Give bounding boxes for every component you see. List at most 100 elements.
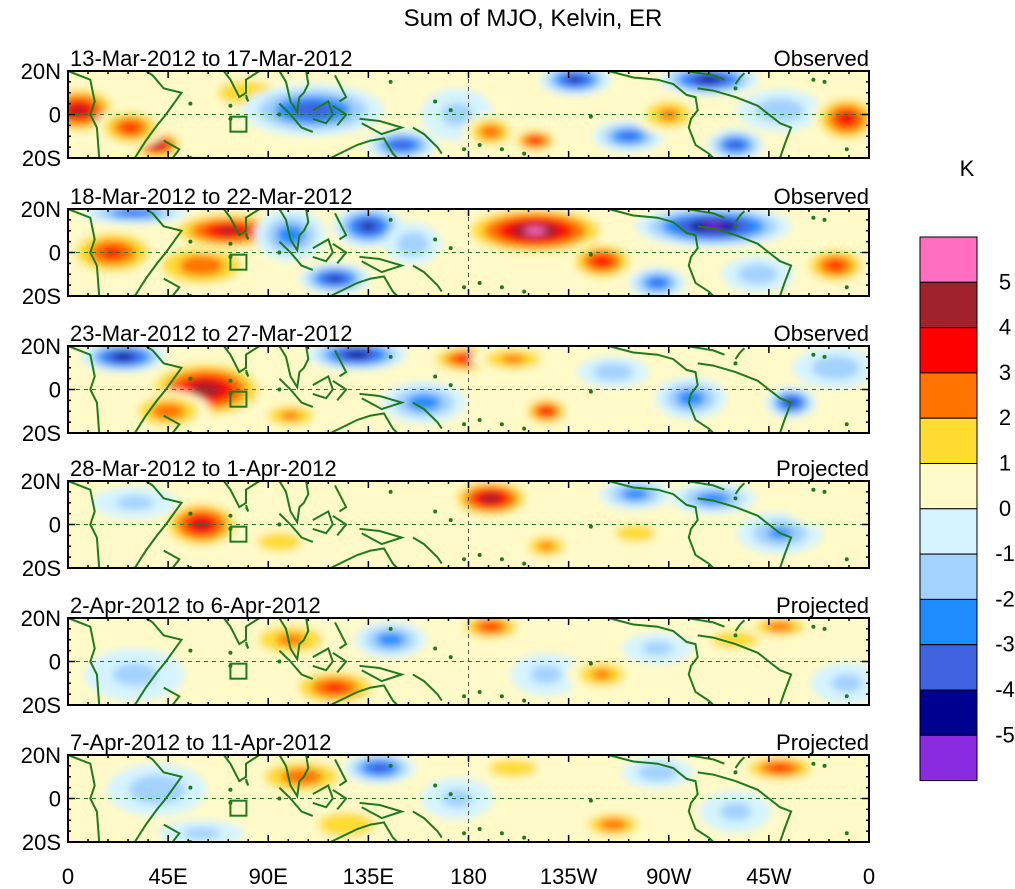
y-tick-label: 20N — [21, 606, 61, 631]
coastline — [278, 71, 310, 116]
anomaly-contour — [151, 403, 185, 420]
anomaly-contour — [324, 683, 346, 692]
island — [188, 511, 193, 516]
panel-date-range: 28-Mar-2012 to 1-Apr-2012 — [70, 456, 337, 481]
anomaly-contour — [828, 261, 844, 270]
coastline — [68, 71, 101, 158]
coastline — [278, 512, 314, 543]
y-tick-label: 20S — [22, 421, 61, 446]
colorbar-swatch — [919, 372, 978, 419]
island — [228, 513, 233, 518]
coastline — [608, 618, 714, 705]
coastline — [608, 755, 714, 842]
island — [733, 496, 738, 501]
island — [433, 237, 438, 242]
island — [228, 787, 233, 792]
anomaly-contour — [217, 227, 239, 235]
island — [188, 239, 193, 244]
island — [448, 108, 453, 113]
panel-date-range: 2-Apr-2012 to 6-Apr-2012 — [70, 593, 321, 618]
coastlines — [68, 71, 849, 158]
region-marker — [229, 115, 248, 133]
coastline — [163, 549, 181, 568]
island — [844, 147, 849, 152]
coastline — [412, 126, 443, 155]
anomaly-contour — [317, 812, 375, 837]
anomaly-contour — [500, 354, 526, 364]
y-tick-label: 0 — [49, 241, 61, 266]
colorbar-swatch — [919, 644, 978, 691]
x-tick-label: 0 — [62, 864, 74, 889]
colorbar-label: 0 — [999, 496, 1011, 521]
chart-title: Sum of MJO, Kelvin, ER — [404, 5, 663, 32]
coastline — [133, 481, 184, 568]
island — [844, 557, 849, 562]
coastline — [359, 664, 406, 683]
coastline — [734, 619, 746, 632]
coastline — [133, 755, 184, 842]
anomaly-contour — [835, 110, 858, 127]
colorbar-swatch — [919, 236, 978, 283]
coastline — [608, 71, 714, 158]
coastline — [278, 240, 314, 271]
coastline — [686, 755, 725, 765]
colorbar-label: -2 — [995, 586, 1015, 611]
island — [477, 552, 482, 557]
island — [448, 518, 453, 523]
island — [522, 698, 527, 703]
anomaly-contour — [811, 355, 860, 380]
coastline — [697, 362, 793, 433]
island — [388, 626, 393, 631]
coastline — [359, 527, 406, 546]
panel-status: Projected — [776, 593, 869, 618]
y-tick-label: 20N — [21, 743, 61, 768]
panel-status: Observed — [774, 184, 869, 209]
x-tick-label: 45W — [746, 864, 791, 889]
island — [448, 792, 453, 797]
coastline — [686, 209, 725, 219]
coastline — [68, 481, 101, 568]
coastline — [412, 536, 443, 565]
island — [588, 389, 593, 394]
coastline — [317, 547, 399, 568]
anomaly-contour — [771, 764, 789, 772]
anomaly-contour — [390, 140, 413, 150]
coastline — [163, 686, 181, 705]
island — [588, 661, 593, 666]
coastlines — [68, 209, 849, 296]
colorbar-swatch — [919, 734, 978, 782]
map-panel: 13-Mar-2012 to 17-Mar-2012 Observed 20N 0 20… — [21, 46, 870, 171]
island — [588, 114, 593, 119]
coastline — [332, 379, 348, 402]
anomaly-contour — [321, 521, 393, 563]
island — [811, 215, 816, 220]
coastline — [278, 618, 310, 663]
anomaly-contour — [569, 77, 582, 83]
panel-status: Projected — [776, 730, 869, 755]
island — [388, 79, 393, 84]
island — [822, 354, 827, 359]
coastline — [697, 497, 793, 568]
anomaly-contour — [696, 492, 731, 505]
island — [499, 285, 504, 290]
island — [822, 763, 827, 768]
island — [388, 354, 393, 359]
anomaly-contour — [676, 389, 706, 407]
island — [811, 761, 816, 766]
y-tick-label: 0 — [49, 378, 61, 403]
x-tick-label: 0 — [863, 864, 875, 889]
coastline — [412, 264, 443, 293]
coastline — [278, 346, 310, 391]
anomaly-contour — [480, 493, 502, 504]
island — [844, 694, 849, 699]
anomaly-contour — [345, 350, 370, 359]
island — [822, 489, 827, 494]
island — [733, 361, 738, 366]
anomaly-contour — [637, 763, 678, 782]
coastline — [223, 618, 260, 646]
colorbar-swatch — [919, 417, 978, 465]
colorbar-swatch — [919, 281, 978, 329]
island — [462, 422, 467, 427]
anomaly-contour — [538, 406, 554, 416]
island — [477, 689, 482, 694]
